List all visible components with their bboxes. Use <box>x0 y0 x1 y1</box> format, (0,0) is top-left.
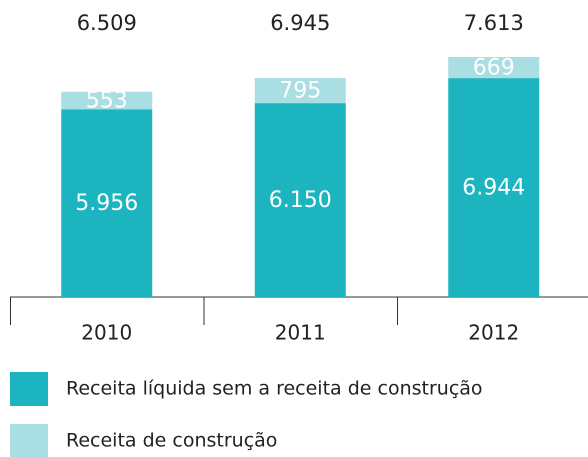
segment-label: 5.956 <box>75 191 138 216</box>
segment-label: 795 <box>279 79 321 104</box>
total-label: 7.613 <box>464 11 524 35</box>
segment-label: 553 <box>86 89 128 114</box>
bar-segment <box>254 78 346 104</box>
x-tick-label: 2011 <box>275 321 326 345</box>
total-label: 6.509 <box>77 11 137 35</box>
legend-swatch <box>10 424 48 457</box>
segment-label: 6.944 <box>462 176 525 201</box>
x-tick-label: 2012 <box>468 321 519 345</box>
bar-segment <box>61 91 153 110</box>
total-label: 6.945 <box>270 11 330 35</box>
segment-label: 669 <box>473 56 515 81</box>
bar-segment <box>448 57 540 79</box>
bar-segment <box>448 78 540 297</box>
legend-swatch <box>10 372 48 406</box>
x-tick-label: 2010 <box>81 321 132 345</box>
legend-label: Receita líquida sem a receita de constru… <box>66 378 483 400</box>
legend-label: Receita de construção <box>66 430 277 452</box>
segment-label: 6.150 <box>269 188 332 213</box>
bar-segment <box>61 109 153 297</box>
bar-segment <box>254 103 346 297</box>
